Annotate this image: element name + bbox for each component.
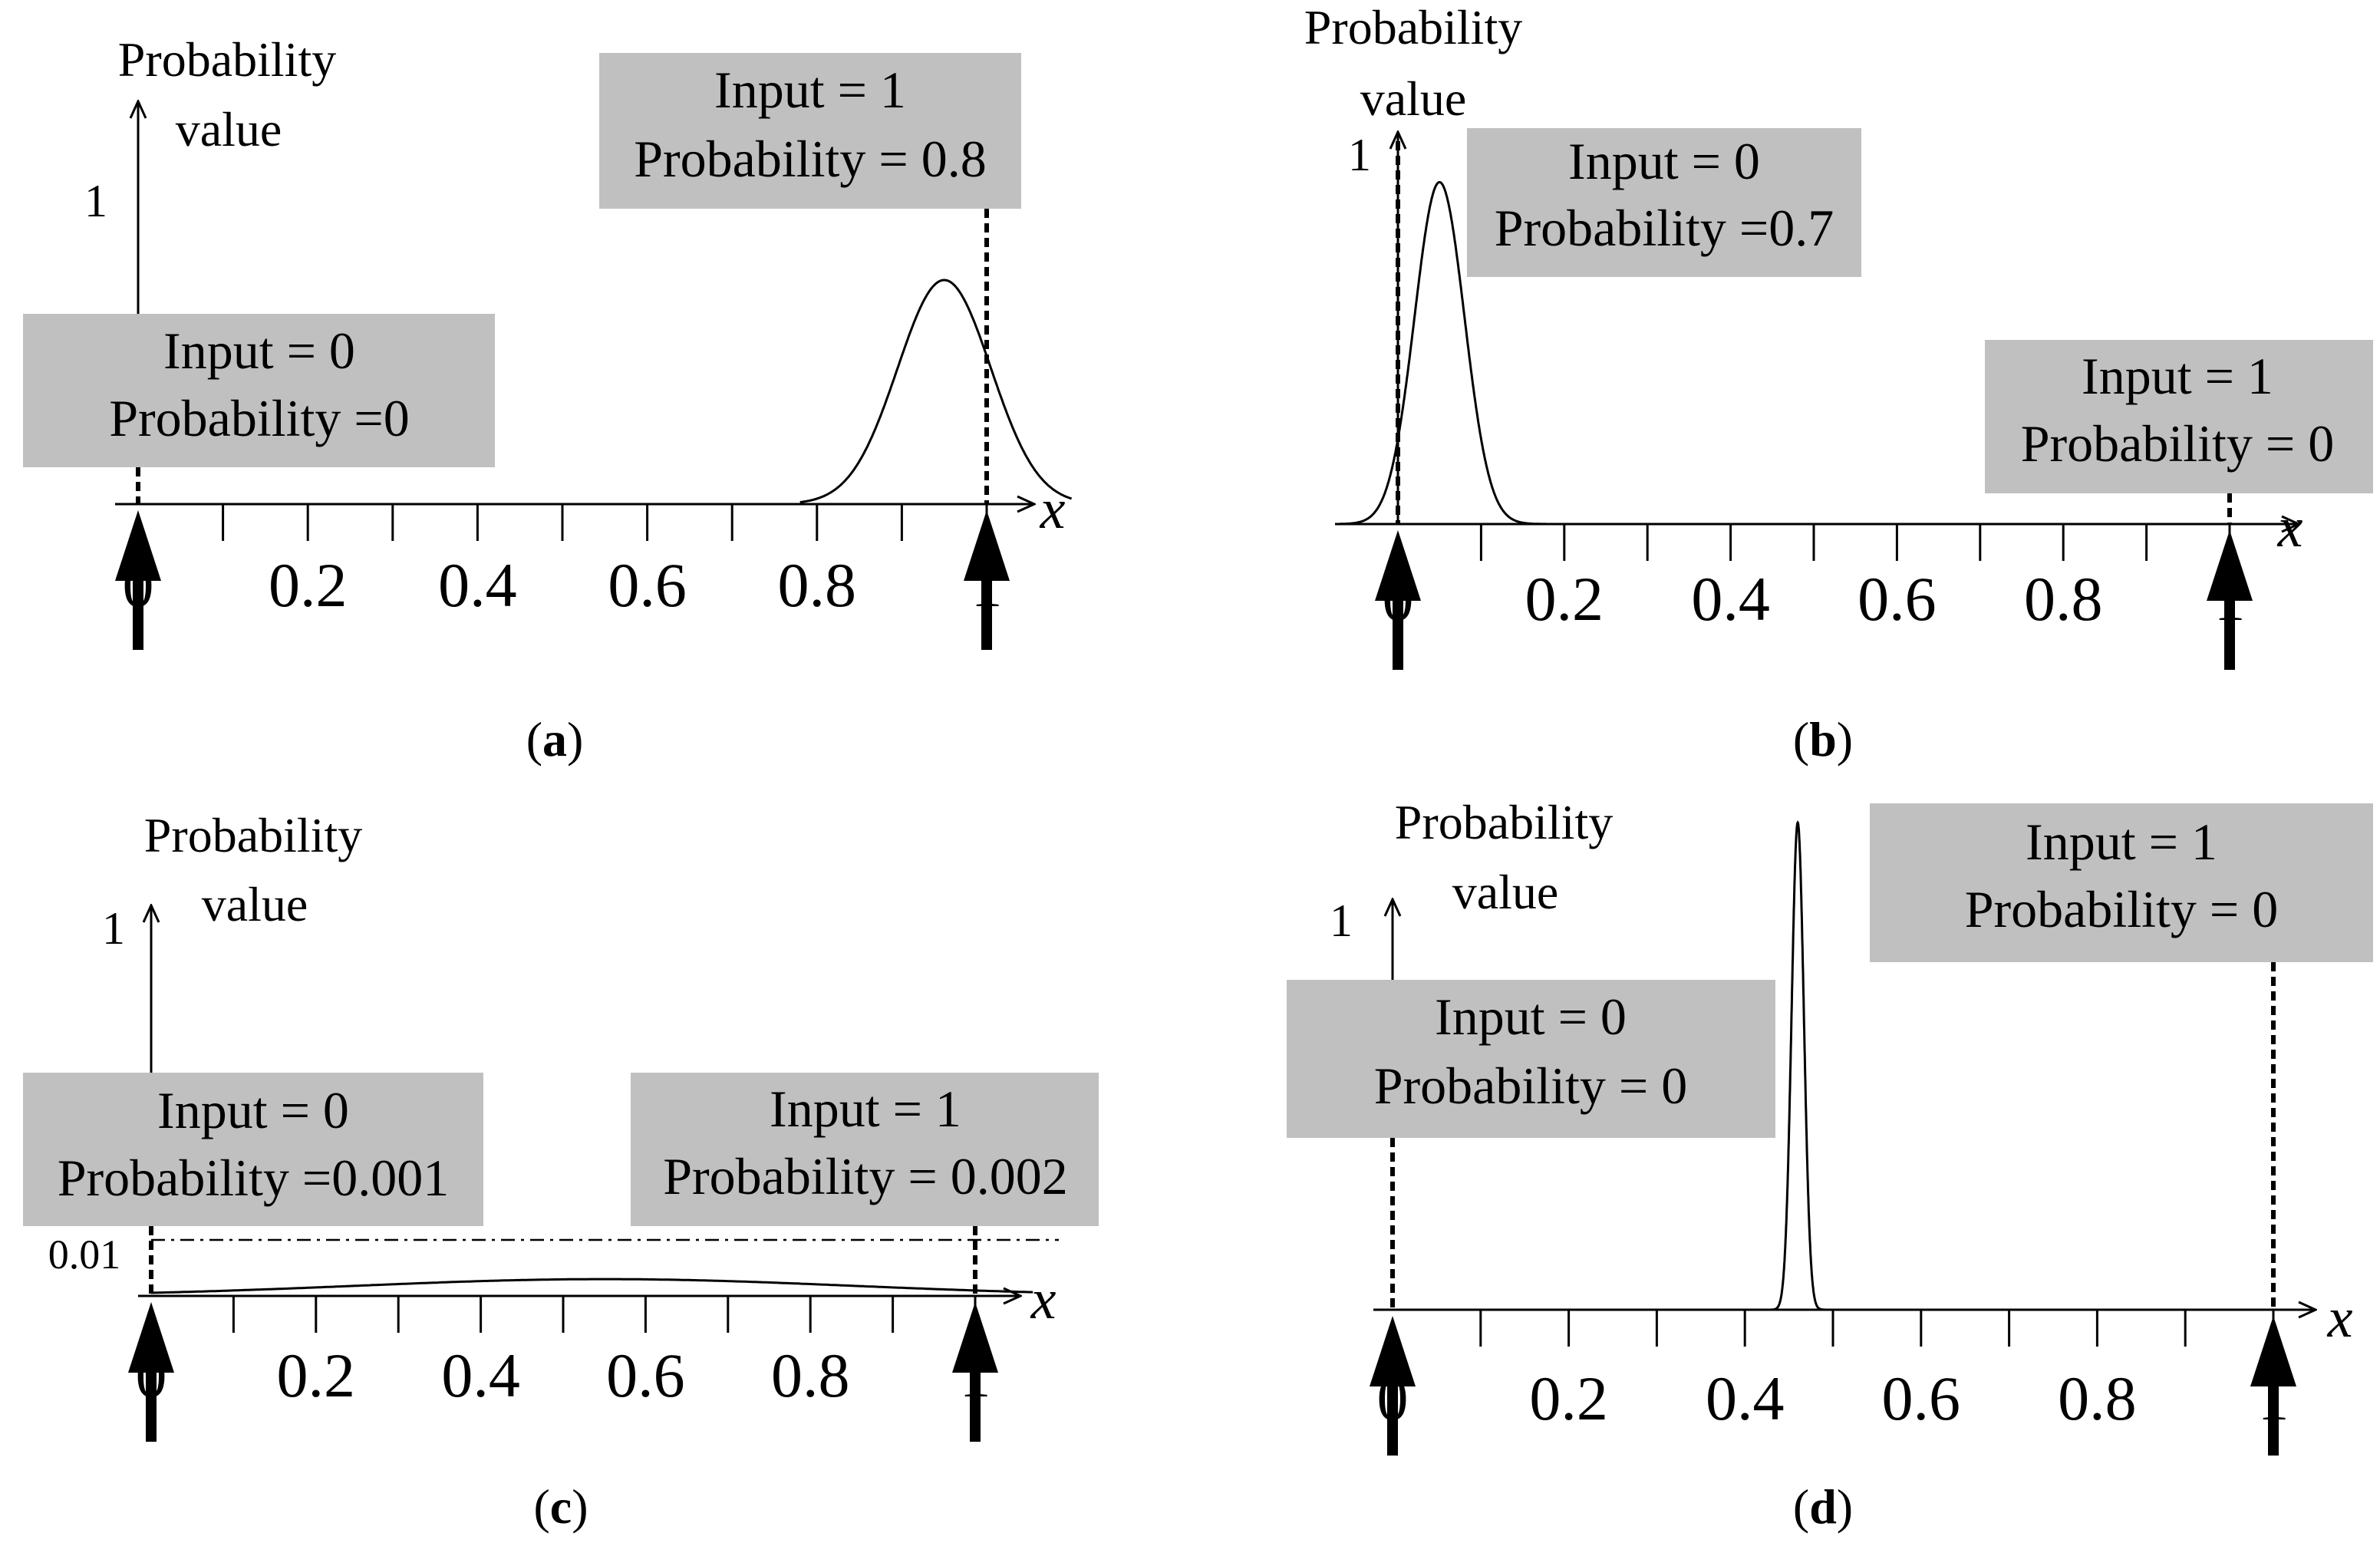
annotation-input-label: Input = 1 <box>770 1080 961 1138</box>
annotation-box <box>23 314 495 467</box>
y-tick-label: 1 <box>102 903 125 954</box>
annotation-box <box>1287 980 1775 1138</box>
annotation-box <box>1985 340 2373 493</box>
x-axis-label: x <box>1030 1268 1056 1331</box>
x-tick-label: 0.8 <box>2024 564 2103 634</box>
input-arrow-head <box>952 1302 998 1373</box>
x-tick-label: 0.6 <box>608 550 687 620</box>
x-tick-label: 0.8 <box>2058 1363 2137 1433</box>
panel-caption: (c) <box>533 1479 588 1534</box>
annotation-input-label: Input = 0 <box>163 321 355 380</box>
annotation-input-label: Input = 1 <box>2026 813 2217 871</box>
panel-caption: (d) <box>1793 1479 1853 1534</box>
y-axis-label: Probability <box>144 808 362 862</box>
x-tick-label: 0.2 <box>269 550 348 620</box>
input-arrow-head <box>115 510 161 581</box>
x-tick-label: 0.4 <box>441 1340 520 1410</box>
input-arrow-head <box>2207 530 2253 601</box>
probability-curve <box>151 1278 1033 1294</box>
probability-curve <box>1762 820 1833 1311</box>
y-axis-label: Probability <box>1395 795 1613 849</box>
probability-curve <box>1339 181 1564 526</box>
annotation-box <box>599 53 1021 209</box>
annotation-box <box>631 1073 1099 1226</box>
annotation-probability-label: Probability = 0 <box>2021 414 2335 473</box>
y-axis-label: value <box>176 102 282 157</box>
x-tick-label: 0.4 <box>1706 1363 1785 1433</box>
x-tick-label: 0.8 <box>778 550 857 620</box>
y-tick-label: 1 <box>1330 895 1353 946</box>
annotation-input-label: Input = 0 <box>157 1081 349 1139</box>
y-axis-label: Probability <box>118 32 336 87</box>
input-arrow-head <box>128 1302 174 1373</box>
chart-panel-b: 00.20.40.60.81xProbabilityvalue1Input = … <box>1304 0 2373 767</box>
x-tick-label: 0.2 <box>277 1340 356 1410</box>
input-arrow-head <box>1375 530 1421 601</box>
annotation-box <box>23 1073 483 1226</box>
probability-curve <box>799 279 1073 503</box>
annotation-probability-label: Probability = 0 <box>1965 880 2279 938</box>
panel-caption: (a) <box>526 712 584 767</box>
annotation-box <box>1870 803 2373 962</box>
x-tick-label: 0.6 <box>606 1340 685 1410</box>
x-tick-label: 0.4 <box>1691 564 1770 634</box>
x-axis-label: x <box>2327 1287 2353 1350</box>
panel-caption: (b) <box>1793 712 1853 767</box>
chart-panel-d: 00.20.40.60.81xProbabilityvalue1Input = … <box>1287 795 2373 1534</box>
annotation-probability-label: Probability =0.001 <box>58 1149 450 1207</box>
annotation-probability-label: Probability = 0 <box>1374 1057 1688 1115</box>
y-axis-label: value <box>1360 71 1467 126</box>
chart-panel-c: 00.20.40.60.81xProbabilityvalue10.01Inpu… <box>23 808 1099 1534</box>
reference-line-label: 0.01 <box>48 1231 121 1278</box>
annotation-box <box>1467 128 1861 277</box>
x-tick-label: 0.6 <box>1858 564 1937 634</box>
annotation-input-label: Input = 1 <box>714 61 906 119</box>
y-tick-label: 1 <box>1348 130 1371 180</box>
input-arrow-head <box>964 510 1010 581</box>
x-tick-label: 0.2 <box>1525 564 1604 634</box>
annotation-input-label: Input = 0 <box>1568 132 1760 190</box>
annotation-probability-label: Probability = 0.8 <box>634 130 987 188</box>
x-tick-label: 0.8 <box>771 1340 850 1410</box>
annotation-probability-label: Probability =0 <box>109 389 410 447</box>
y-axis-label: value <box>1452 865 1559 919</box>
y-tick-label: 1 <box>84 176 107 226</box>
annotation-input-label: Input = 0 <box>1435 987 1627 1046</box>
input-arrow-head <box>1370 1316 1416 1386</box>
y-axis-label: Probability <box>1304 0 1522 54</box>
annotation-input-label: Input = 1 <box>2082 347 2273 405</box>
input-arrow-head <box>2250 1316 2296 1386</box>
x-tick-label: 0.4 <box>438 550 517 620</box>
y-axis-label: value <box>202 877 308 931</box>
x-tick-label: 0.2 <box>1529 1363 1608 1433</box>
annotation-probability-label: Probability =0.7 <box>1495 199 1834 257</box>
chart-panel-a: 00.20.40.60.81xProbabilityvalue1Input = … <box>23 32 1073 767</box>
x-axis-label: x <box>2277 496 2303 559</box>
annotation-probability-label: Probability = 0.002 <box>663 1147 1068 1205</box>
x-tick-label: 0.6 <box>1882 1363 1961 1433</box>
